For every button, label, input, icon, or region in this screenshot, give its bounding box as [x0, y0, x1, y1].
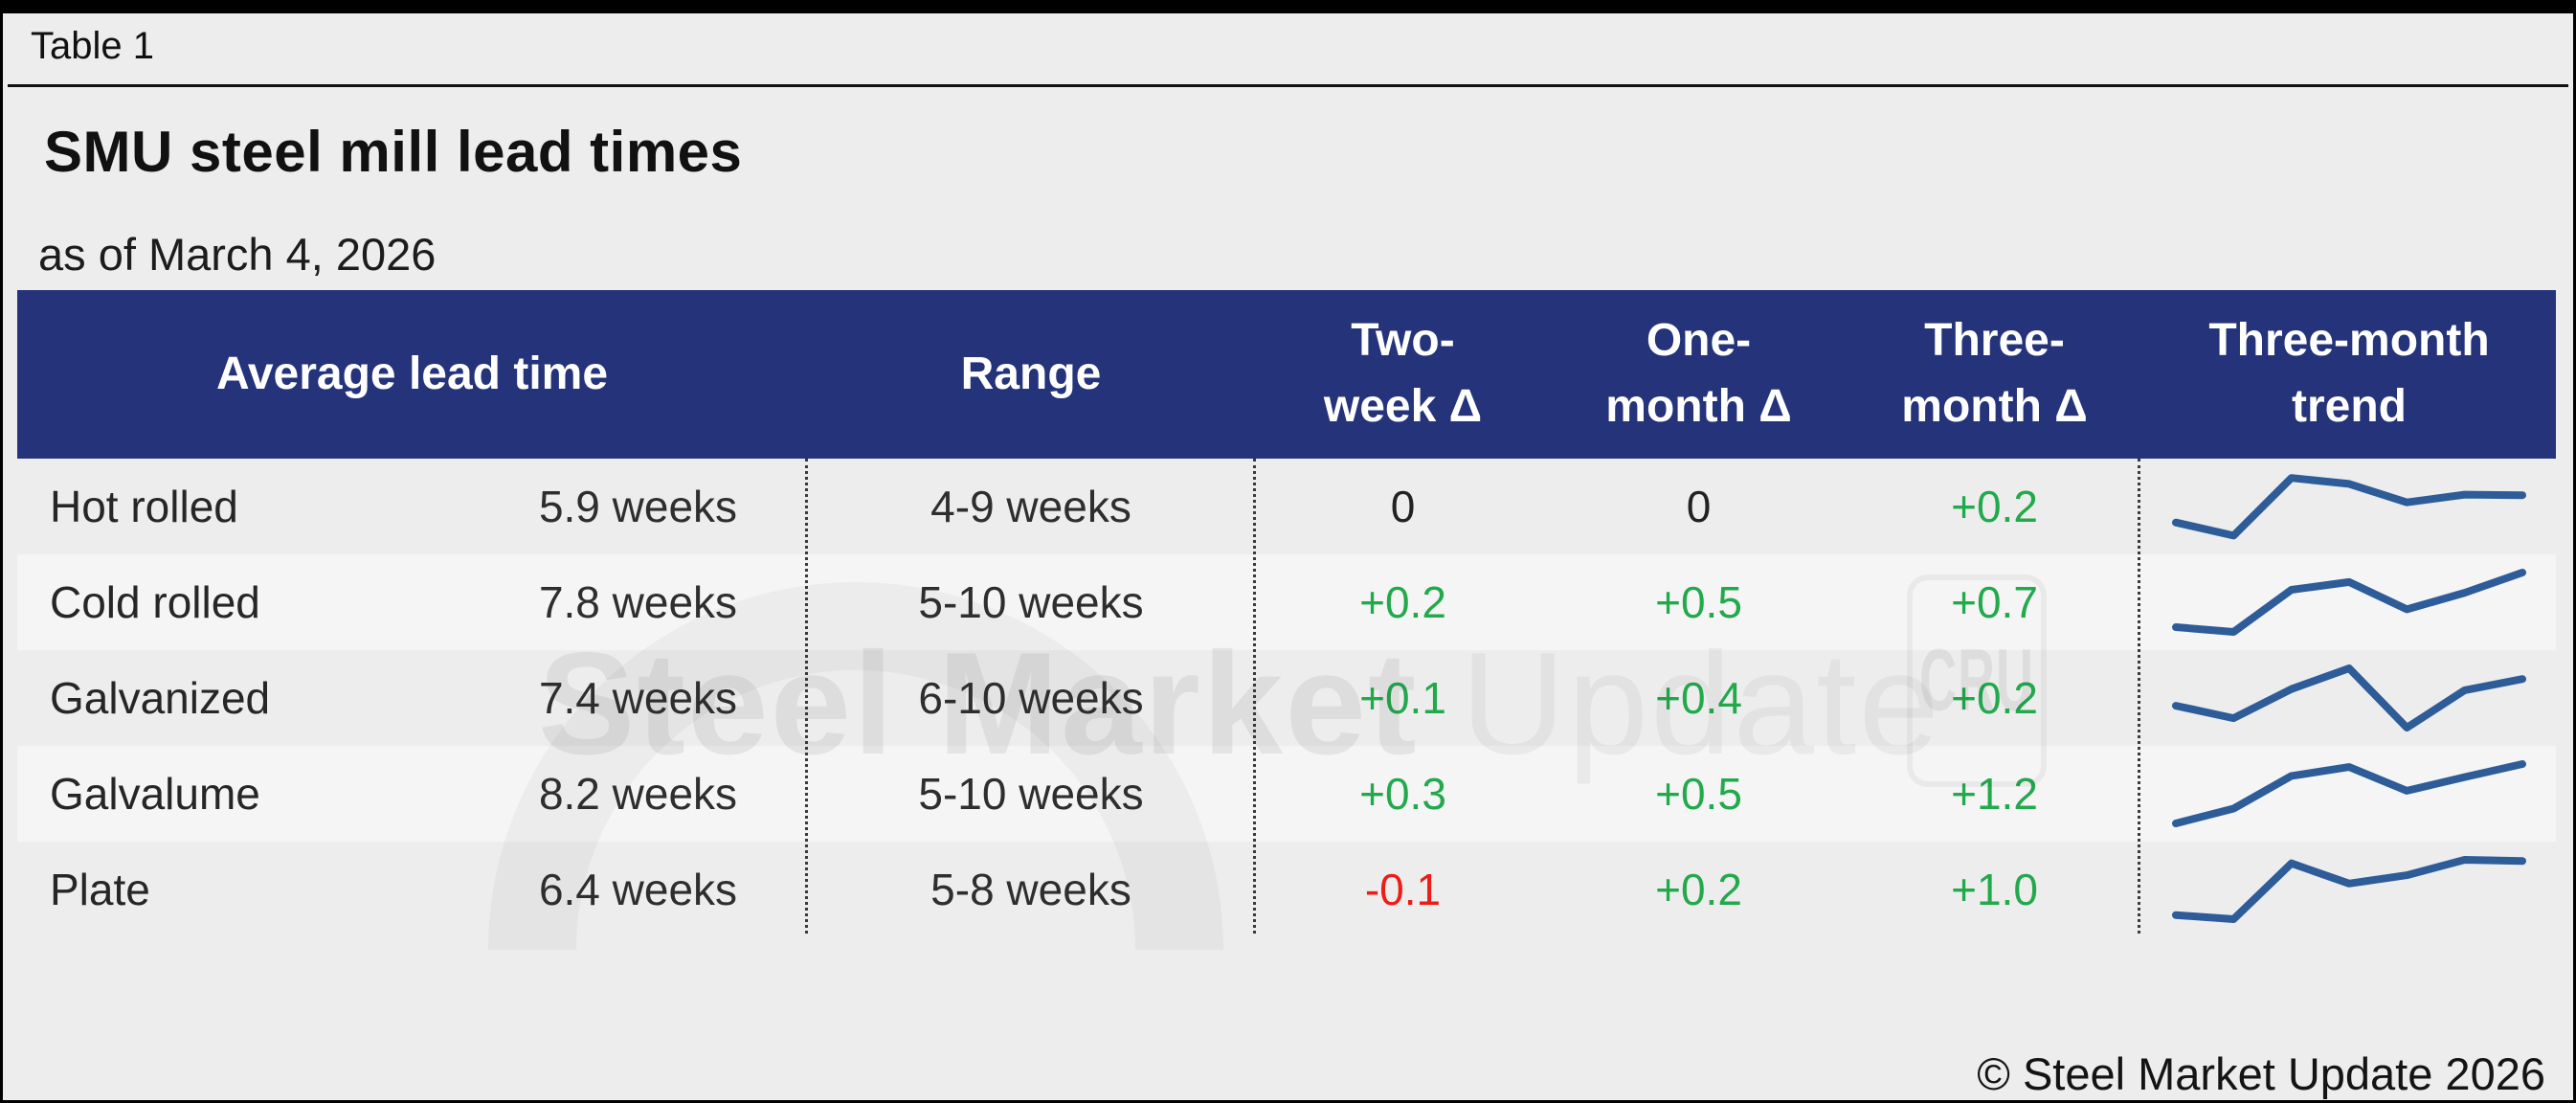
header-three-month-trend: Three-month trend [2208, 315, 2490, 432]
frame-border-left [0, 0, 3, 1103]
product-label: Hot rolled [50, 482, 238, 531]
header-three-month-delta: Three- month Δ [1901, 315, 2088, 432]
three-month-delta-value: +0.7 [1951, 577, 2038, 627]
lead-time-value: 5.9 weeks [538, 482, 738, 531]
two-week-delta-value: +0.3 [1359, 769, 1446, 819]
product-label: Cold rolled [50, 577, 260, 627]
table-row: Plate 6.4 weeks 5-8 weeks -0.1 +0.2 +1.0 [17, 842, 2556, 937]
three-month-delta-value: +0.2 [1951, 673, 2038, 723]
three-month-delta-value: +0.2 [1951, 482, 2038, 531]
three-month-delta-value: +1.0 [1951, 865, 2038, 914]
column-separator-dotted [2138, 459, 2140, 934]
product-label: Galvalume [50, 769, 260, 819]
frame-border-bottom [0, 1100, 2576, 1103]
one-month-delta-value: 0 [1686, 482, 1712, 531]
lead-time-value: 7.4 weeks [538, 673, 738, 723]
column-separator-dotted [1253, 459, 1256, 934]
table-header-row: Average lead time Range Two- week Δ One-… [17, 290, 2556, 459]
range-value: 5-8 weeks [930, 865, 1131, 914]
one-month-delta-value: +0.5 [1655, 577, 1742, 627]
lead-time-value: 8.2 weeks [538, 769, 738, 819]
column-separator-dotted [805, 459, 808, 934]
header-one-month-delta: One- month Δ [1605, 315, 1792, 432]
table-number-label: Table 1 [31, 25, 154, 67]
lead-time-value: 7.8 weeks [538, 577, 738, 627]
two-week-delta-value: 0 [1390, 482, 1416, 531]
table-row: Hot rolled 5.9 weeks 4-9 weeks 0 0 +0.2 [17, 459, 2556, 554]
trend-sparkline [2142, 569, 2556, 636]
table-row: Galvanized 7.4 weeks 6-10 weeks +0.1 +0.… [17, 650, 2556, 746]
divider-rule [8, 84, 2568, 87]
as-of-date: as of March 4, 2026 [38, 229, 437, 280]
two-week-delta-value: +0.1 [1359, 673, 1446, 723]
product-label: Galvanized [50, 673, 271, 723]
trend-sparkline [2142, 664, 2556, 732]
table-row: Cold rolled 7.8 weeks 5-10 weeks +0.2 +0… [17, 554, 2556, 650]
range-value: 5-10 weeks [918, 577, 1144, 627]
one-month-delta-value: +0.4 [1655, 673, 1742, 723]
trend-sparkline [2142, 760, 2556, 827]
one-month-delta-value: +0.5 [1655, 769, 1742, 819]
lead-time-value: 6.4 weeks [538, 865, 738, 914]
header-two-week-delta: Two- week Δ [1323, 315, 1483, 432]
table-body: Hot rolled 5.9 weeks 4-9 weeks 0 0 +0.2 … [17, 459, 2556, 937]
range-value: 4-9 weeks [930, 482, 1131, 531]
page-title: SMU steel mill lead times [44, 120, 743, 184]
frame-border-top [0, 0, 2576, 13]
two-week-delta-value: -0.1 [1364, 865, 1442, 914]
three-month-delta-value: +1.2 [1951, 769, 2038, 819]
one-month-delta-value: +0.2 [1655, 865, 1742, 914]
range-value: 5-10 weeks [918, 769, 1144, 819]
two-week-delta-value: +0.2 [1359, 577, 1446, 627]
header-average-lead-time: Average lead time [215, 348, 609, 399]
frame-border-right [2573, 0, 2576, 1103]
range-value: 6-10 weeks [918, 673, 1144, 723]
trend-sparkline [2142, 473, 2556, 540]
header-range: Range [960, 348, 1102, 399]
table-row: Galvalume 8.2 weeks 5-10 weeks +0.3 +0.5… [17, 746, 2556, 842]
trend-sparkline [2142, 856, 2556, 923]
copyright-notice: © Steel Market Update 2026 [1977, 1048, 2545, 1099]
product-label: Plate [50, 865, 150, 914]
